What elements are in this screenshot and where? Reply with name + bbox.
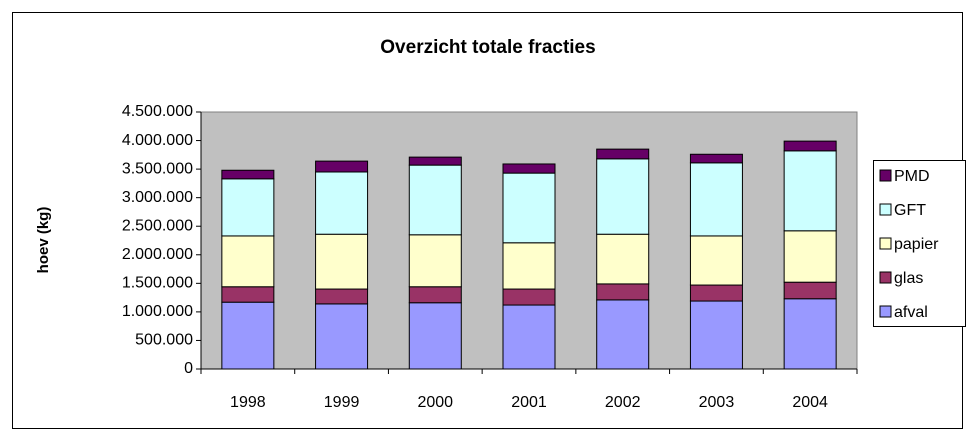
bar-segment xyxy=(221,169,275,180)
y-tick-label: 1.500.000 xyxy=(122,275,193,292)
legend-label: PMD xyxy=(894,168,930,185)
x-tick-label: 2002 xyxy=(605,394,641,411)
legend-swatch xyxy=(879,237,892,250)
y-tick-label: 2.500.000 xyxy=(122,217,193,234)
y-tick-label: 500.000 xyxy=(135,332,193,349)
y-tick-label: 3.000.000 xyxy=(122,189,193,206)
x-tick-label: 1999 xyxy=(324,394,360,411)
y-tick-label: 3.500.000 xyxy=(122,160,193,177)
bar-segment xyxy=(689,284,743,302)
x-tick-label: 1998 xyxy=(230,394,266,411)
bar-segment xyxy=(315,160,369,173)
legend-label: papier xyxy=(894,236,939,253)
x-tick-label: 2003 xyxy=(699,394,735,411)
bar-segment xyxy=(689,153,743,164)
bar-segment xyxy=(783,150,837,232)
chart-title: Overzicht totale fracties xyxy=(380,37,595,58)
bar-segment xyxy=(221,178,275,237)
bar-segment xyxy=(783,230,837,283)
y-tick-label: 1.000.000 xyxy=(122,303,193,320)
bar-segment xyxy=(783,281,837,300)
x-tick-label: 2001 xyxy=(511,394,547,411)
bar-segment xyxy=(315,233,369,290)
y-tick-label: 0 xyxy=(184,360,193,377)
bar-segment xyxy=(408,302,462,370)
bar-segment xyxy=(689,300,743,370)
bar-segment xyxy=(689,162,743,237)
bar-segment xyxy=(596,158,650,235)
bar-segment xyxy=(502,304,556,370)
bar-segment xyxy=(502,288,556,306)
legend-swatch xyxy=(879,305,892,318)
y-tick-label: 4.000.000 xyxy=(122,132,193,149)
legend-label: GFT xyxy=(894,202,926,219)
bar-segment xyxy=(596,233,650,285)
legend-swatch xyxy=(879,271,892,284)
bar-segment xyxy=(221,286,275,303)
bar-segment xyxy=(315,303,369,370)
bar-segment xyxy=(408,286,462,304)
legend-label: afval xyxy=(894,304,928,321)
bar-segment xyxy=(221,235,275,288)
y-tick-label: 2.000.000 xyxy=(122,246,193,263)
y-axis-title: hoev (kg) xyxy=(35,207,52,274)
bar-segment xyxy=(315,288,369,305)
legend-swatch xyxy=(879,169,892,182)
bar-segment xyxy=(408,234,462,288)
x-tick-label: 2004 xyxy=(792,394,828,411)
bar-segment xyxy=(596,148,650,160)
bar-segment xyxy=(596,299,650,370)
y-tick-label: 4.500.000 xyxy=(122,103,193,120)
bar-segment xyxy=(408,156,462,166)
bar-segment xyxy=(783,298,837,370)
bar-segment xyxy=(502,163,556,174)
bar-segment xyxy=(315,171,369,235)
bar-segment xyxy=(783,140,837,152)
bar-segment xyxy=(502,242,556,290)
bar-segment xyxy=(502,172,556,244)
bar-segment xyxy=(408,164,462,236)
bar-segment xyxy=(689,235,743,286)
bar-segment xyxy=(596,283,650,301)
bar-segment xyxy=(221,301,275,370)
legend-swatch xyxy=(879,203,892,216)
legend-label: glas xyxy=(894,270,923,287)
x-tick-label: 2000 xyxy=(417,394,453,411)
